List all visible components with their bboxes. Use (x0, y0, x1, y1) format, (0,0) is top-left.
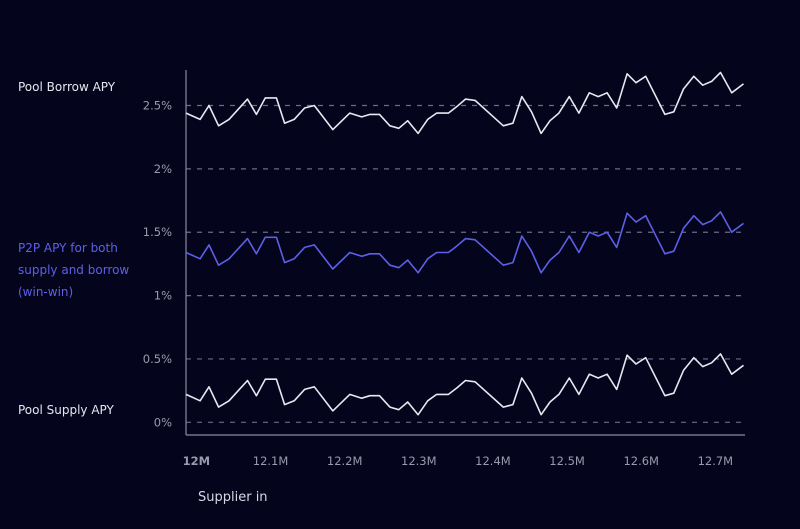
x-tick-label: 12.1M (253, 454, 289, 468)
y-tick-label: 2.5% (143, 98, 172, 112)
series-label-p2p: P2P APY for both supply and borrow (win-… (18, 241, 130, 299)
series-label-pool-borrow: Pool Borrow APY (18, 80, 116, 94)
y-tick-label: 0.5% (143, 352, 172, 366)
x-tick-label: 12.5M (549, 454, 585, 468)
y-tick-label: 1% (154, 289, 172, 303)
x-axis-label: Supplier in (198, 490, 268, 505)
x-tick-label: 12M (183, 454, 210, 468)
series-label-pool-supply: Pool Supply APY (18, 403, 114, 417)
y-tick-label: 1.5% (143, 225, 172, 239)
series-line-1 (185, 211, 744, 274)
series-line-0 (185, 71, 744, 135)
y-tick-label: 2% (154, 162, 172, 176)
y-tick-label: 0% (154, 415, 172, 429)
series-line-2 (185, 353, 744, 416)
x-tick-label: 12.2M (327, 454, 363, 468)
x-tick-label: 12.4M (475, 454, 511, 468)
x-tick-label: 12.3M (401, 454, 437, 468)
x-tick-label: 12.6M (623, 454, 659, 468)
x-tick-label: 12.7M (698, 454, 734, 468)
